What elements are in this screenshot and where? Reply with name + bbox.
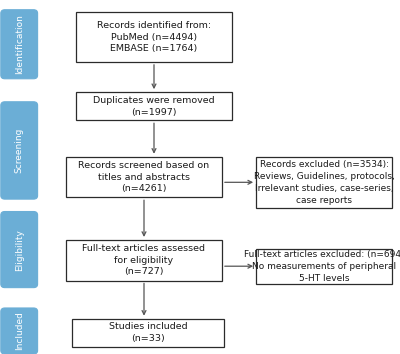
Text: Duplicates were removed
(n=1997): Duplicates were removed (n=1997) bbox=[93, 96, 215, 116]
Text: Eligibility: Eligibility bbox=[15, 229, 24, 270]
Text: Identification: Identification bbox=[15, 14, 24, 74]
Text: Included: Included bbox=[15, 312, 24, 350]
FancyBboxPatch shape bbox=[256, 156, 392, 208]
FancyBboxPatch shape bbox=[72, 319, 224, 347]
Text: Studies included
(n=33): Studies included (n=33) bbox=[109, 322, 187, 343]
FancyBboxPatch shape bbox=[66, 156, 222, 198]
Text: Full-text articles excluded: (n=694)
No measurements of peripheral
5-HT levels: Full-text articles excluded: (n=694) No … bbox=[244, 250, 400, 282]
FancyBboxPatch shape bbox=[1, 10, 38, 79]
FancyBboxPatch shape bbox=[1, 102, 38, 199]
Text: Records identified from:
PubMed (n=4494)
EMBASE (n=1764): Records identified from: PubMed (n=4494)… bbox=[97, 21, 211, 53]
Text: Records screened based on
titles and abstracts
(n=4261): Records screened based on titles and abs… bbox=[78, 161, 210, 193]
FancyBboxPatch shape bbox=[76, 12, 232, 62]
Text: Records excluded (n=3534):
Reviews, Guidelines, protocols,
Irrelevant studies, c: Records excluded (n=3534): Reviews, Guid… bbox=[254, 160, 394, 205]
FancyBboxPatch shape bbox=[256, 249, 392, 284]
FancyBboxPatch shape bbox=[1, 308, 38, 354]
Text: Full-text articles assessed
for eligibility
(n=727): Full-text articles assessed for eligibil… bbox=[82, 244, 206, 276]
FancyBboxPatch shape bbox=[1, 212, 38, 287]
FancyBboxPatch shape bbox=[66, 240, 222, 280]
Text: Screening: Screening bbox=[15, 128, 24, 173]
FancyBboxPatch shape bbox=[76, 92, 232, 120]
